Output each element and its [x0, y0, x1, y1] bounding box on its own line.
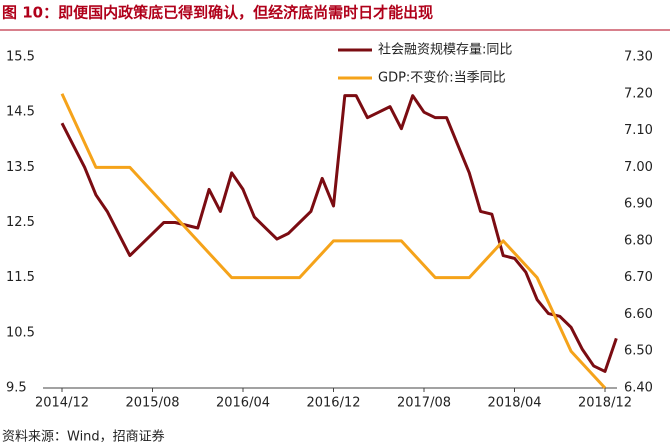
y-tick-label: 12.5 — [6, 215, 35, 230]
x-tick-label: 2016/12 — [306, 396, 360, 411]
y2-tick-label: 7.20 — [624, 86, 653, 101]
x-tick-label: 2018/12 — [578, 396, 632, 411]
series-line — [60, 93, 607, 390]
x-tick-label: 2015/08 — [125, 396, 179, 411]
series-line — [60, 94, 618, 373]
y-tick-label: 15.5 — [6, 50, 35, 65]
y2-tick-label: 6.80 — [624, 233, 653, 248]
y2-tick-label: 6.90 — [624, 197, 653, 212]
legend-label: GDP:不变价:当季同比 — [378, 70, 506, 86]
y2-tick-label: 7.30 — [624, 50, 653, 65]
y2-tick-label: 6.40 — [624, 381, 653, 396]
chart-title: 图 10：即便国内政策底已得到确认，但经济底尚需时日才能出现 — [2, 4, 433, 22]
y-tick-label: 14.5 — [6, 105, 35, 120]
y-tick-label: 9.5 — [6, 381, 27, 396]
x-tick-label: 2018/04 — [487, 396, 541, 411]
x-tick-label: 2017/08 — [397, 396, 451, 411]
source-note: 资料来源：Wind，招商证券 — [2, 429, 165, 445]
y2-tick-label: 6.70 — [624, 270, 653, 285]
y-tick-label: 10.5 — [6, 325, 35, 340]
y2-tick-label: 7.10 — [624, 123, 653, 138]
y2-tick-label: 7.00 — [624, 160, 653, 175]
y-tick-label: 13.5 — [6, 160, 35, 175]
y2-tick-label: 6.60 — [624, 307, 653, 322]
legend-label: 社会融资规模存量:同比 — [378, 42, 512, 58]
x-tick-label: 2014/12 — [35, 396, 89, 411]
y2-tick-label: 6.50 — [624, 344, 653, 359]
y-tick-label: 11.5 — [6, 270, 35, 285]
x-tick-label: 2016/04 — [216, 396, 270, 411]
